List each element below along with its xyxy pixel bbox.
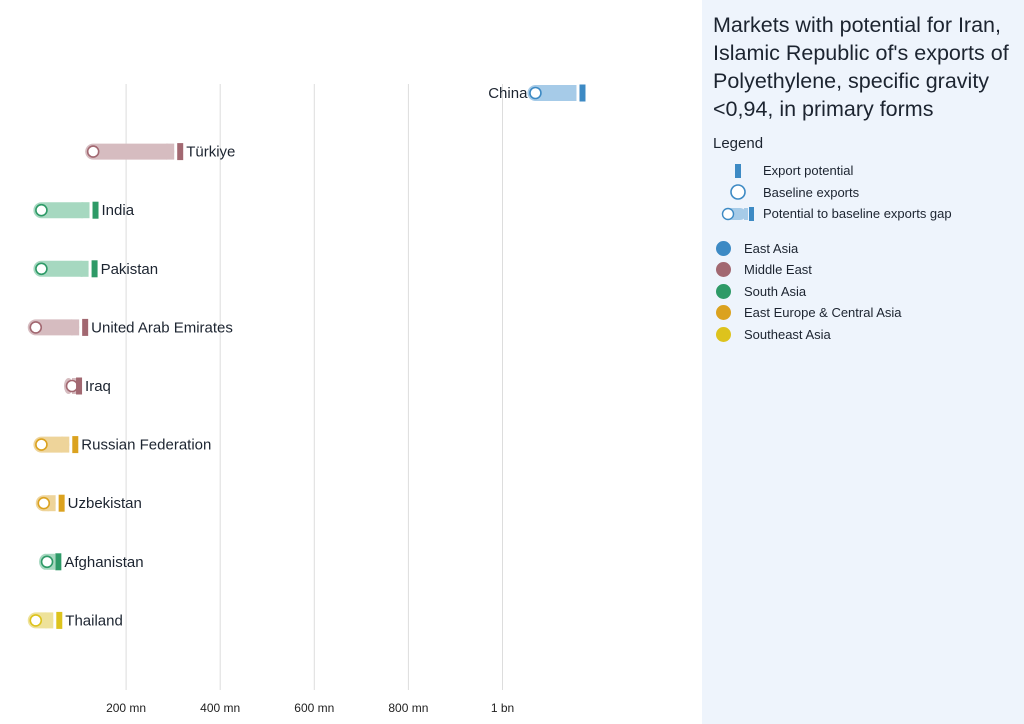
gap-bar-end	[61, 436, 70, 453]
market-label: Uzbekistan	[68, 495, 142, 512]
potential-marker	[91, 260, 98, 278]
baseline-marker	[529, 86, 542, 100]
legend-key-gap: Potential to baseline exports gap	[713, 203, 1012, 225]
gap-bar-end	[45, 612, 54, 629]
baseline-marker	[37, 496, 51, 510]
market-label: Pakistan	[101, 261, 159, 278]
x-tick-label: 600 mn	[294, 701, 334, 715]
potential-marker	[579, 84, 586, 102]
baseline-marker	[40, 555, 54, 569]
baseline-marker	[86, 145, 100, 158]
market-label: Thailand	[65, 612, 123, 629]
market-label: Türkiye	[186, 144, 235, 161]
potential-marker	[76, 377, 83, 395]
gap-bar-end	[81, 202, 90, 219]
chart-svg: 200 mn 400 mn 600 mn 800 mn 1 bn China Türkiye…	[27, 84, 586, 715]
potential-marker	[55, 553, 62, 571]
potential-marker	[58, 494, 65, 512]
baseline-marker	[65, 379, 79, 393]
legend-region-middle-east: Middle East	[713, 259, 1012, 281]
region-dot-icon	[716, 305, 731, 321]
legend-region-southeast-asia: Southeast Asia	[713, 324, 1012, 346]
gap-bar	[85, 143, 175, 160]
gap-bar-end	[80, 260, 89, 277]
baseline-marker	[35, 262, 48, 276]
baseline-marker	[29, 614, 43, 627]
legend-key-label: Export potential	[763, 163, 854, 179]
region-dot-icon	[716, 240, 731, 256]
legend-region-label: Middle East	[744, 262, 812, 278]
legend-region-east-europe-central-asia: East Europe & Central Asia	[713, 302, 1012, 324]
legend-region-label: Southeast Asia	[744, 326, 831, 342]
gap-bar-icon	[713, 206, 763, 222]
potential-marker	[82, 318, 89, 336]
potential-marker	[72, 436, 79, 454]
market-label: Afghanistan	[64, 554, 143, 571]
legend-keys: Export potential Baseline exports Potent…	[713, 160, 1012, 225]
potential-marker	[177, 143, 184, 161]
potential-marker	[92, 201, 99, 219]
gap-bar-end	[47, 495, 56, 512]
gap-bar-end	[166, 143, 175, 160]
market-label: Iraq	[85, 378, 111, 395]
legend-heading: Legend	[713, 135, 764, 152]
market-label: Russian Federation	[81, 437, 211, 454]
legend-regions: East Asia Middle East South Asia East Eu…	[713, 238, 1012, 346]
legend-region-east-asia: East Asia	[713, 238, 1012, 260]
gap-bar	[33, 260, 89, 277]
gap-bar-end	[568, 85, 577, 101]
potential-marker	[56, 611, 63, 629]
legend-panel: Markets with potential for Iran, Islamic…	[702, 0, 1024, 724]
x-tick-label: 1 bn	[491, 701, 514, 715]
legend-region-south-asia: South Asia	[713, 281, 1012, 303]
chart-title: Markets with potential for Iran, Islamic…	[713, 13, 1009, 121]
region-dot-icon	[716, 283, 731, 299]
market-label: United Arab Emirates	[91, 319, 233, 336]
region-dot-icon	[716, 262, 731, 278]
baseline-marker	[35, 203, 48, 217]
legend-key-label: Baseline exports	[763, 184, 860, 200]
gap-bar-end	[71, 319, 80, 336]
market-label: India	[102, 202, 135, 219]
x-tick-label: 200 mn	[106, 701, 146, 715]
baseline-marker	[29, 321, 43, 334]
baseline-marker	[35, 438, 48, 451]
legend-region-label: South Asia	[744, 283, 807, 299]
x-tick-label: 400 mn	[200, 701, 240, 715]
baseline-circle-icon	[713, 183, 763, 201]
market-label: China	[488, 85, 528, 102]
region-dot-icon	[716, 326, 731, 342]
chart-area: 200 mn 400 mn 600 mn 800 mn 1 bn China Türkiye…	[27, 84, 586, 715]
legend-key-baseline: Baseline exports	[713, 182, 1012, 204]
gap-bar	[33, 202, 90, 219]
x-tick-label: 800 mn	[388, 701, 428, 715]
export-potential-icon	[713, 163, 763, 179]
legend-region-label: East Asia	[744, 240, 799, 256]
legend-key-export-potential: Export potential	[713, 160, 1012, 182]
legend-region-label: East Europe & Central Asia	[744, 305, 902, 321]
legend-key-label: Potential to baseline exports gap	[763, 206, 952, 222]
